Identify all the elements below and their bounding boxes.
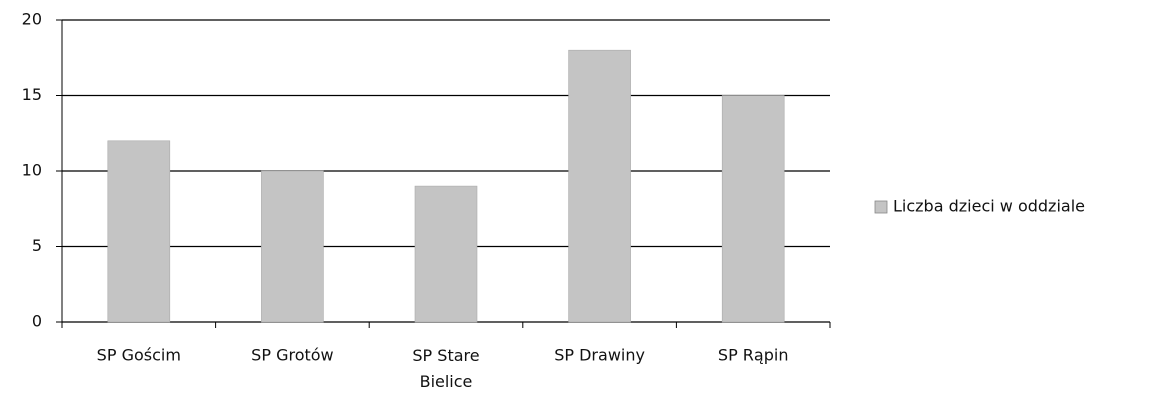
- bar: [721, 95, 785, 323]
- legend-swatch: [874, 200, 888, 214]
- x-tick-label: SP Stare Bielice: [412, 346, 479, 391]
- x-tick-label: SP Gościm: [97, 346, 181, 365]
- bar: [107, 140, 171, 323]
- x-tick-label-line: Bielice: [420, 372, 473, 391]
- y-tick-label: 10: [22, 161, 42, 180]
- bar: [261, 170, 324, 323]
- bar: [414, 185, 478, 323]
- x-tick-label: SP Rąpin: [718, 346, 789, 365]
- y-tick-label: 20: [22, 10, 42, 29]
- x-tick-label-line: SP Stare: [412, 346, 479, 365]
- y-tick-label: 0: [32, 312, 42, 331]
- bar: [568, 49, 631, 323]
- legend-label: Liczba dzieci w oddziale: [893, 197, 1085, 216]
- x-tick-label: SP Grotów: [251, 346, 333, 365]
- x-tick-label: SP Drawiny: [554, 346, 645, 365]
- y-tick-label: 15: [22, 85, 42, 104]
- y-tick-label: 5: [32, 236, 42, 255]
